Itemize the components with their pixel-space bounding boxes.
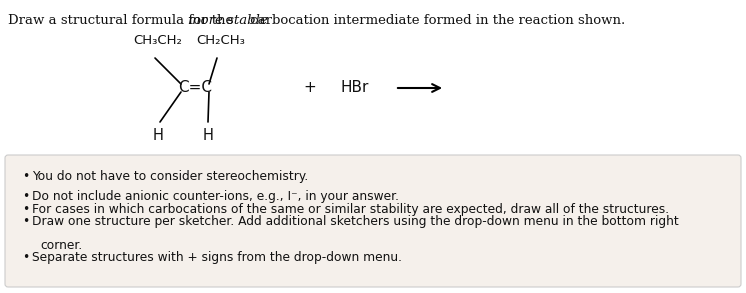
Text: •: • xyxy=(22,251,29,264)
Text: Draw a structural formula for the: Draw a structural formula for the xyxy=(8,14,237,27)
Text: C=C: C=C xyxy=(178,81,212,96)
Text: HBr: HBr xyxy=(340,81,369,96)
Text: CH₂CH₃: CH₂CH₃ xyxy=(196,34,245,47)
Text: CH₃CH₂: CH₃CH₂ xyxy=(133,34,182,47)
Text: Separate structures with + signs from the drop-down menu.: Separate structures with + signs from th… xyxy=(32,251,402,264)
Text: Draw one structure per sketcher. Add additional sketchers using the drop-down me: Draw one structure per sketcher. Add add… xyxy=(32,215,679,228)
Text: •: • xyxy=(22,203,29,216)
Text: For cases in which carbocations of the same or similar stability are expected, d: For cases in which carbocations of the s… xyxy=(32,203,669,216)
FancyBboxPatch shape xyxy=(5,155,741,287)
Text: +: + xyxy=(304,81,316,96)
Text: Do not include anionic counter-ions, e.g., I⁻, in your answer.: Do not include anionic counter-ions, e.g… xyxy=(32,190,399,203)
Text: corner.: corner. xyxy=(40,239,82,252)
Text: H: H xyxy=(203,128,213,143)
Text: You do not have to consider stereochemistry.: You do not have to consider stereochemis… xyxy=(32,170,308,183)
Text: carbocation intermediate formed in the reaction shown.: carbocation intermediate formed in the r… xyxy=(245,14,625,27)
Text: •: • xyxy=(22,190,29,203)
Text: •: • xyxy=(22,170,29,183)
Text: H: H xyxy=(153,128,163,143)
Text: more stable: more stable xyxy=(187,14,267,27)
Text: •: • xyxy=(22,215,29,228)
